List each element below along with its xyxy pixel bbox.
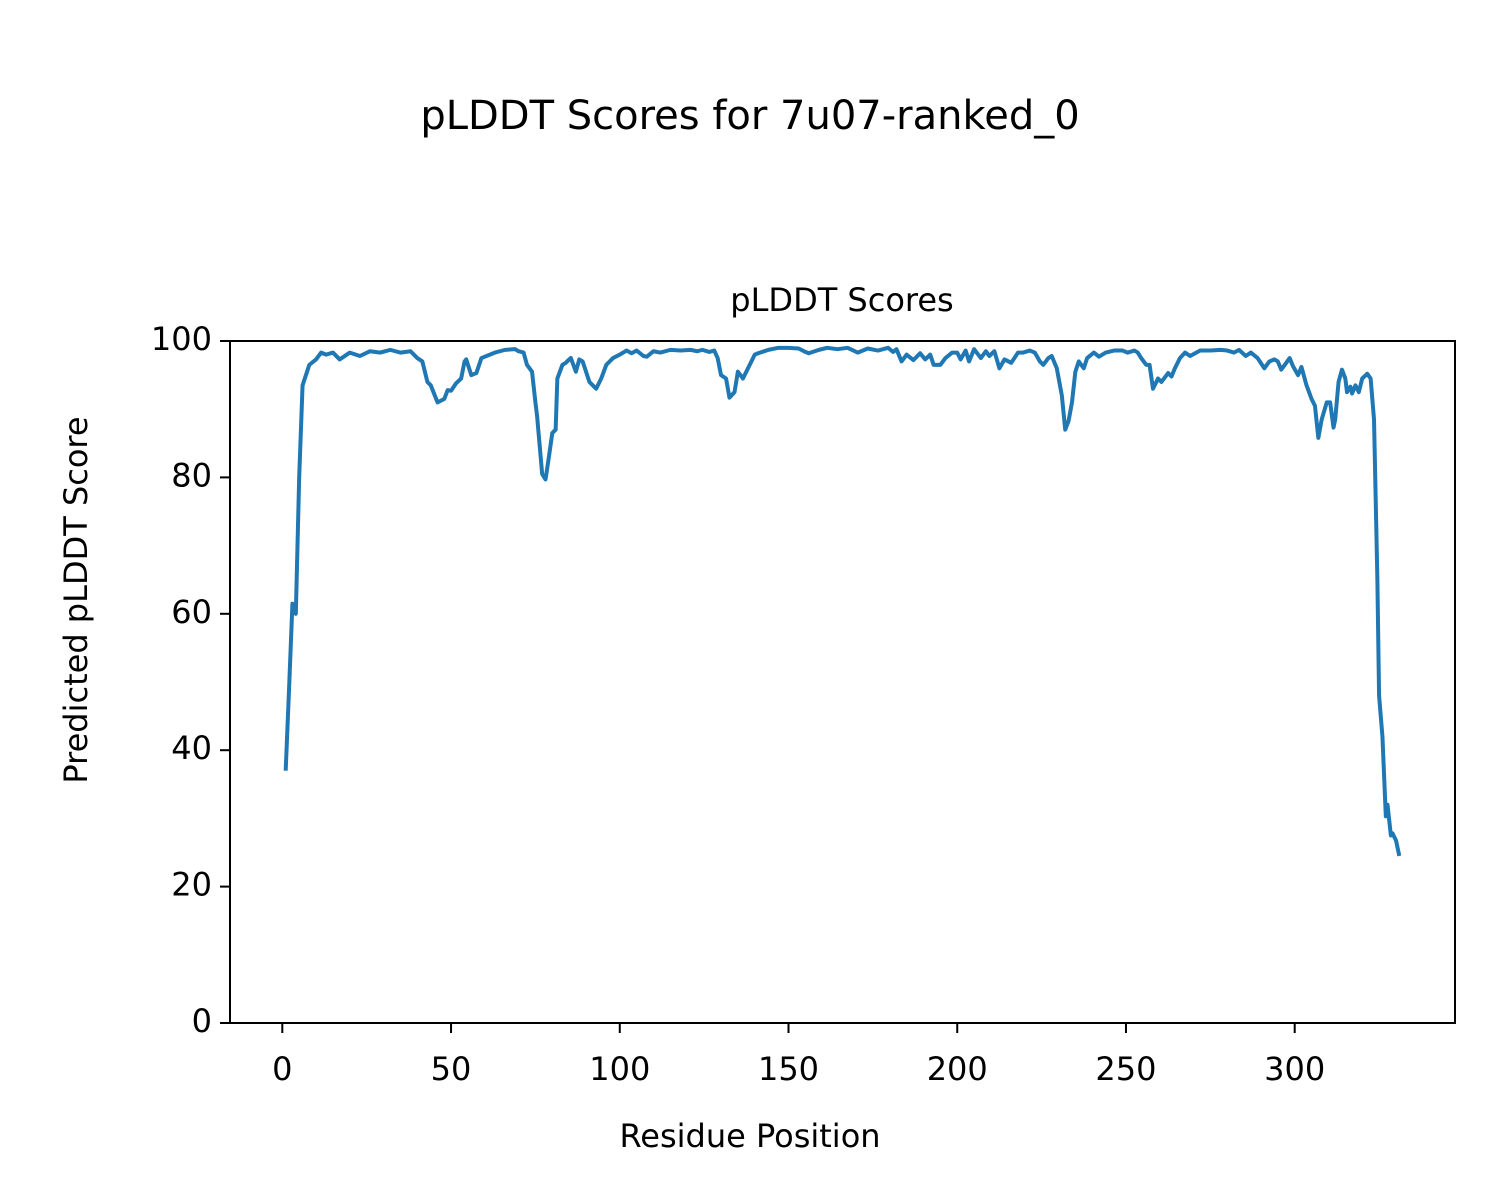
x-tick-label: 150 bbox=[758, 1050, 819, 1088]
y-tick-label: 40 bbox=[171, 729, 212, 767]
x-axis-label: Residue Position bbox=[619, 1117, 880, 1155]
y-tick-label: 60 bbox=[171, 593, 212, 631]
data-line bbox=[283, 345, 1402, 857]
y-tick-label: 20 bbox=[171, 866, 212, 904]
x-tick-label: 200 bbox=[927, 1050, 988, 1088]
y-axis-label: Predicted pLDDT Score bbox=[57, 416, 95, 783]
x-tick-label: 0 bbox=[272, 1050, 292, 1088]
y-tick-label: 100 bbox=[151, 320, 212, 358]
plot-frame bbox=[229, 340, 1456, 1024]
y-tick-label: 80 bbox=[171, 456, 212, 494]
chart-title: pLDDT Scores for 7u07-ranked_0 bbox=[420, 93, 1079, 139]
y-tick-label: 0 bbox=[192, 1002, 212, 1040]
axes-title: pLDDT Scores bbox=[730, 281, 953, 319]
x-tick-label: 100 bbox=[589, 1050, 650, 1088]
x-tick-label: 50 bbox=[431, 1050, 472, 1088]
x-tick-label: 300 bbox=[1264, 1050, 1325, 1088]
x-tick-label: 250 bbox=[1095, 1050, 1156, 1088]
